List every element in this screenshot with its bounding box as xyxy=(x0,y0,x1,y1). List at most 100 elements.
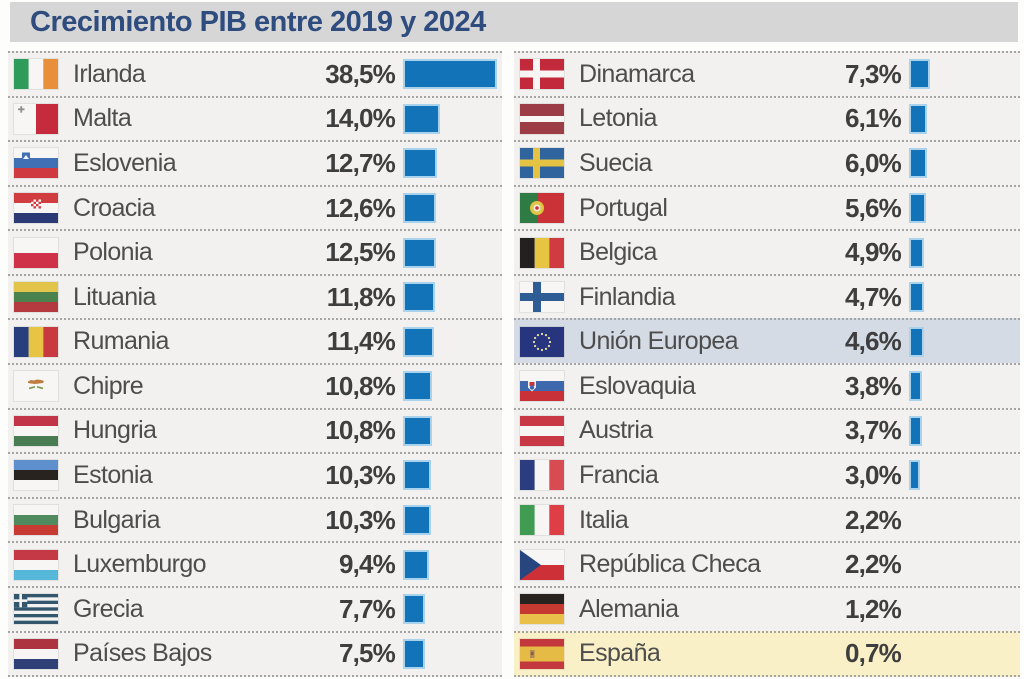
country-label: Lituania xyxy=(73,282,156,311)
country-label: Eslovenia xyxy=(73,148,177,177)
value-label: 0,7% xyxy=(844,638,902,669)
bar-track xyxy=(911,150,1020,177)
bar-track xyxy=(405,640,502,667)
country-label: Bulgaria xyxy=(73,505,161,534)
row-croacia: Croacia 12,6% xyxy=(8,184,502,230)
value-label: 6,0% xyxy=(844,147,902,178)
country-label: Países Bajos xyxy=(73,639,212,668)
value-label: 10,3% xyxy=(325,504,396,535)
value-label: 10,8% xyxy=(325,370,396,401)
bar-track xyxy=(911,105,1020,132)
value-label: 3,7% xyxy=(844,415,902,446)
row-espana: España 0,7% xyxy=(514,630,1020,678)
value-bar xyxy=(911,462,918,489)
value-bar xyxy=(911,373,920,400)
bar-track xyxy=(405,417,502,444)
row-lituania: Lituania 11,8% xyxy=(8,273,502,319)
row-portugal: Portugal 5,6% xyxy=(514,184,1020,230)
row-chipre: Chipre 10,8% xyxy=(8,363,502,408)
value-label: 7,3% xyxy=(844,58,902,89)
row-francia: Francia 3,0% xyxy=(514,452,1020,497)
value-bar xyxy=(911,195,924,222)
value-label: 2,2% xyxy=(844,504,902,535)
value-label: 2,2% xyxy=(844,549,902,580)
row-alemania: Alemania 1,2% xyxy=(514,585,1020,631)
country-label: Grecia xyxy=(73,594,144,623)
bar-track xyxy=(405,551,502,578)
bar-track xyxy=(911,239,1020,266)
flag-finlandia-icon xyxy=(520,282,564,313)
row-eslovenia: Eslovenia 12,7% xyxy=(8,140,502,185)
country-label: Francia xyxy=(579,460,659,489)
country-label: Letonia xyxy=(579,104,657,133)
value-bar xyxy=(911,284,922,311)
country-label: Suecia xyxy=(579,148,652,177)
bar-track xyxy=(911,552,1020,578)
flag-dinamarca-icon xyxy=(520,59,564,90)
value-bar xyxy=(405,596,423,623)
flag-espana-icon xyxy=(520,638,564,669)
row-irlanda: Irlanda 38,5% xyxy=(8,51,502,96)
row-finlandia: Finlandia 4,7% xyxy=(514,273,1020,319)
flag-alemania-icon xyxy=(520,594,564,625)
value-bar xyxy=(405,462,429,489)
flag-union-europea-icon xyxy=(520,326,564,357)
row-polonia: Polonia 12,5% xyxy=(8,229,502,274)
bar-track xyxy=(405,284,502,311)
bar-track xyxy=(405,328,502,355)
value-bar xyxy=(911,105,925,132)
bar-track xyxy=(911,507,1020,533)
country-label: Dinamarca xyxy=(579,59,695,88)
country-label: República Checa xyxy=(579,550,761,579)
country-label: Unión Europea xyxy=(579,327,739,356)
value-bar xyxy=(405,328,432,355)
country-label: Croacia xyxy=(73,193,156,222)
value-label: 3,8% xyxy=(844,370,902,401)
country-label: Finlandia xyxy=(579,282,676,311)
value-bar xyxy=(405,507,429,534)
row-italia: Italia 2,2% xyxy=(514,496,1020,542)
flag-irlanda-icon xyxy=(14,59,58,90)
value-label: 10,3% xyxy=(325,459,396,490)
flag-republica-checa-icon xyxy=(520,549,564,580)
row-estonia: Estonia 10,3% xyxy=(8,452,502,497)
bar-track xyxy=(911,373,1020,400)
flag-paises-bajos-icon xyxy=(14,638,58,669)
flag-eslovaquia-icon xyxy=(520,371,564,402)
bar-track xyxy=(405,462,502,489)
row-eslovaquia: Eslovaquia 3,8% xyxy=(514,363,1020,408)
row-austria: Austria 3,7% xyxy=(514,407,1020,453)
flag-polonia-icon xyxy=(14,237,58,268)
flag-francia-icon xyxy=(520,460,564,491)
flag-belgica-icon xyxy=(520,237,564,268)
flag-grecia-icon xyxy=(14,594,58,625)
value-label: 12,5% xyxy=(325,237,396,268)
country-label: Austria xyxy=(579,416,653,445)
value-bar xyxy=(405,195,434,222)
bar-track xyxy=(911,462,1020,489)
country-label: Estonia xyxy=(73,460,153,489)
flag-rumania-icon xyxy=(14,326,58,357)
flag-chipre-icon xyxy=(14,371,58,402)
bar-track xyxy=(911,284,1020,311)
value-bar xyxy=(405,239,434,266)
flag-croacia-icon xyxy=(14,193,58,224)
country-label: Rumania xyxy=(73,327,169,356)
value-label: 3,0% xyxy=(844,459,902,490)
row-union-europea: Unión Europea 4,6% xyxy=(514,318,1020,364)
flag-lituania-icon xyxy=(14,282,58,313)
flag-eslovenia-icon xyxy=(14,148,58,179)
row-suecia: Suecia 6,0% xyxy=(514,140,1020,185)
flag-portugal-icon xyxy=(520,193,564,224)
value-label: 1,2% xyxy=(844,593,902,624)
value-label: 38,5% xyxy=(325,58,396,89)
value-bar xyxy=(405,150,435,177)
value-label: 14,0% xyxy=(325,103,396,134)
value-bar xyxy=(405,417,430,444)
value-bar xyxy=(911,328,922,355)
flag-italia-icon xyxy=(520,505,564,536)
value-bar xyxy=(911,150,925,177)
value-label: 4,7% xyxy=(844,281,902,312)
page-title: Crecimiento PIB entre 2019 y 2024 xyxy=(30,5,486,38)
row-dinamarca: Dinamarca 7,3% xyxy=(514,51,1020,96)
